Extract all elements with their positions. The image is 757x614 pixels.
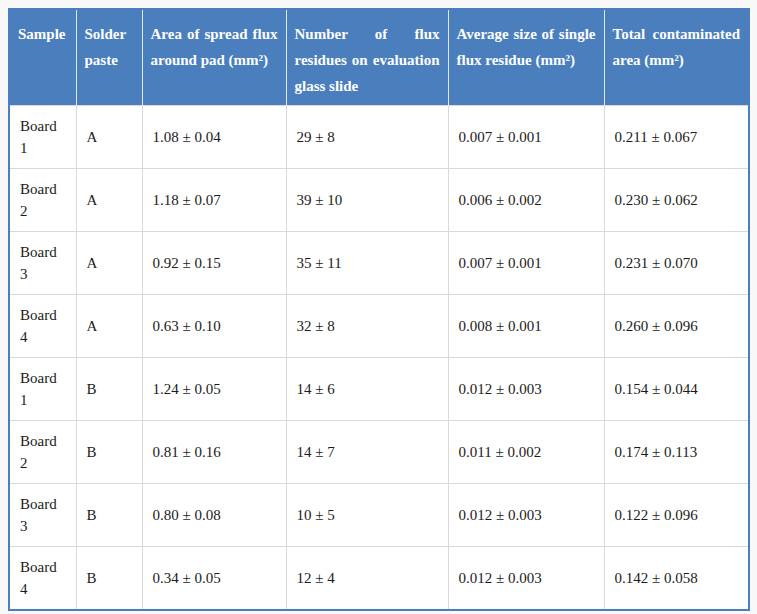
cell-sample: Board 3 xyxy=(9,484,76,547)
cell-solder-paste: B xyxy=(76,484,142,547)
cell-average-residue-size: 0.008 ± 0.001 xyxy=(448,295,604,358)
page-background: Sample Solder paste Area of spread flux … xyxy=(0,0,757,614)
cell-area-spread-flux: 0.34 ± 0.05 xyxy=(142,547,286,610)
table-row: Board 3 B 0.80 ± 0.08 10 ± 5 0.012 ± 0.0… xyxy=(9,484,749,547)
cell-average-residue-size: 0.012 ± 0.003 xyxy=(448,547,604,610)
cell-average-residue-size: 0.007 ± 0.001 xyxy=(448,106,604,169)
cell-total-contaminated-area: 0.260 ± 0.096 xyxy=(604,295,749,358)
cell-solder-paste: A xyxy=(76,106,142,169)
cell-area-spread-flux: 1.24 ± 0.05 xyxy=(142,358,286,421)
cell-total-contaminated-area: 0.154 ± 0.044 xyxy=(604,358,749,421)
cell-average-residue-size: 0.011 ± 0.002 xyxy=(448,421,604,484)
cell-sample: Board 3 xyxy=(9,232,76,295)
cell-area-spread-flux: 1.08 ± 0.04 xyxy=(142,106,286,169)
cell-solder-paste: B xyxy=(76,421,142,484)
cell-number-flux-residues: 12 ± 4 xyxy=(286,547,448,610)
table-row: Board 1 A 1.08 ± 0.04 29 ± 8 0.007 ± 0.0… xyxy=(9,106,749,169)
cell-area-spread-flux: 1.18 ± 0.07 xyxy=(142,169,286,232)
cell-solder-paste: B xyxy=(76,358,142,421)
cell-sample: Board 2 xyxy=(9,169,76,232)
table-row: Board 2 A 1.18 ± 0.07 39 ± 10 0.006 ± 0.… xyxy=(9,169,749,232)
cell-sample: Board 4 xyxy=(9,295,76,358)
results-table-container: Sample Solder paste Area of spread flux … xyxy=(8,8,750,611)
column-header-solder-paste: Solder paste xyxy=(76,9,142,106)
table-row: Board 3 A 0.92 ± 0.15 35 ± 11 0.007 ± 0.… xyxy=(9,232,749,295)
cell-sample: Board 1 xyxy=(9,106,76,169)
cell-area-spread-flux: 0.80 ± 0.08 xyxy=(142,484,286,547)
column-header-sample: Sample xyxy=(9,9,76,106)
table-row: Board 4 B 0.34 ± 0.05 12 ± 4 0.012 ± 0.0… xyxy=(9,547,749,610)
cell-number-flux-residues: 39 ± 10 xyxy=(286,169,448,232)
cell-solder-paste: A xyxy=(76,295,142,358)
cell-total-contaminated-area: 0.142 ± 0.058 xyxy=(604,547,749,610)
cell-area-spread-flux: 0.92 ± 0.15 xyxy=(142,232,286,295)
cell-total-contaminated-area: 0.122 ± 0.096 xyxy=(604,484,749,547)
cell-total-contaminated-area: 0.211 ± 0.067 xyxy=(604,106,749,169)
cell-average-residue-size: 0.012 ± 0.003 xyxy=(448,484,604,547)
column-header-number-flux-residues: Number of flux residues on evaluation gl… xyxy=(286,9,448,106)
cell-number-flux-residues: 32 ± 8 xyxy=(286,295,448,358)
cell-area-spread-flux: 0.63 ± 0.10 xyxy=(142,295,286,358)
cell-solder-paste: A xyxy=(76,232,142,295)
cell-solder-paste: A xyxy=(76,169,142,232)
cell-total-contaminated-area: 0.230 ± 0.062 xyxy=(604,169,749,232)
table-row: Board 1 B 1.24 ± 0.05 14 ± 6 0.012 ± 0.0… xyxy=(9,358,749,421)
cell-total-contaminated-area: 0.231 ± 0.070 xyxy=(604,232,749,295)
cell-sample: Board 1 xyxy=(9,358,76,421)
cell-solder-paste: B xyxy=(76,547,142,610)
cell-average-residue-size: 0.006 ± 0.002 xyxy=(448,169,604,232)
results-table: Sample Solder paste Area of spread flux … xyxy=(8,8,750,611)
table-row: Board 2 B 0.81 ± 0.16 14 ± 7 0.011 ± 0.0… xyxy=(9,421,749,484)
cell-number-flux-residues: 14 ± 6 xyxy=(286,358,448,421)
cell-average-residue-size: 0.007 ± 0.001 xyxy=(448,232,604,295)
column-header-total-contaminated-area: Total contaminated area (mm²) xyxy=(604,9,749,106)
cell-number-flux-residues: 14 ± 7 xyxy=(286,421,448,484)
cell-sample: Board 2 xyxy=(9,421,76,484)
table-header-row: Sample Solder paste Area of spread flux … xyxy=(9,9,749,106)
cell-number-flux-residues: 29 ± 8 xyxy=(286,106,448,169)
cell-number-flux-residues: 10 ± 5 xyxy=(286,484,448,547)
cell-area-spread-flux: 0.81 ± 0.16 xyxy=(142,421,286,484)
cell-total-contaminated-area: 0.174 ± 0.113 xyxy=(604,421,749,484)
cell-average-residue-size: 0.012 ± 0.003 xyxy=(448,358,604,421)
table-row: Board 4 A 0.63 ± 0.10 32 ± 8 0.008 ± 0.0… xyxy=(9,295,749,358)
column-header-area-spread-flux: Area of spread flux around pad (mm²) xyxy=(142,9,286,106)
column-header-average-residue-size: Average size of single flux residue (mm²… xyxy=(448,9,604,106)
cell-number-flux-residues: 35 ± 11 xyxy=(286,232,448,295)
cell-sample: Board 4 xyxy=(9,547,76,610)
